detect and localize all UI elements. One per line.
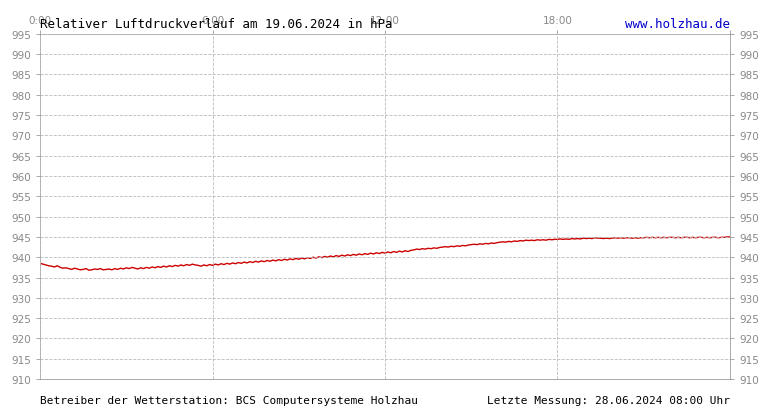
Text: www.holzhau.de: www.holzhau.de xyxy=(625,18,730,31)
Text: Relativer Luftdruckverlauf am 19.06.2024 in hPa: Relativer Luftdruckverlauf am 19.06.2024… xyxy=(40,18,393,31)
Text: Betreiber der Wetterstation: BCS Computersysteme Holzhau: Betreiber der Wetterstation: BCS Compute… xyxy=(40,395,418,405)
Text: Letzte Messung: 28.06.2024 08:00 Uhr: Letzte Messung: 28.06.2024 08:00 Uhr xyxy=(487,395,730,405)
